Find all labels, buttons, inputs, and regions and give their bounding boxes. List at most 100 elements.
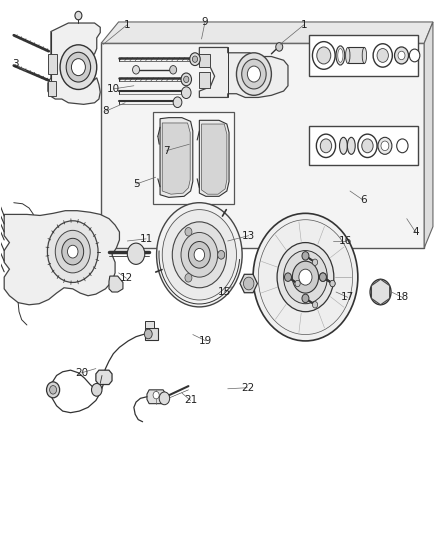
Circle shape — [312, 42, 335, 69]
Circle shape — [285, 273, 291, 281]
Bar — [308, 126, 418, 165]
Circle shape — [185, 273, 192, 282]
Circle shape — [159, 392, 170, 405]
Text: 13: 13 — [242, 231, 255, 241]
Text: 11: 11 — [139, 234, 153, 244]
Circle shape — [145, 329, 152, 339]
Circle shape — [156, 203, 242, 307]
Circle shape — [330, 280, 335, 287]
Circle shape — [395, 47, 409, 64]
Text: 8: 8 — [102, 106, 109, 116]
Circle shape — [190, 53, 200, 66]
Circle shape — [302, 294, 309, 303]
Circle shape — [127, 243, 145, 264]
Circle shape — [49, 385, 57, 394]
Circle shape — [398, 51, 405, 60]
Bar — [48, 82, 56, 96]
Circle shape — [319, 273, 326, 281]
Polygon shape — [101, 43, 424, 248]
Circle shape — [316, 134, 336, 158]
Ellipse shape — [338, 49, 343, 62]
Circle shape — [181, 232, 218, 277]
Circle shape — [258, 220, 353, 335]
Circle shape — [66, 52, 91, 82]
Text: 18: 18 — [396, 292, 409, 302]
Circle shape — [373, 44, 392, 67]
Circle shape — [312, 302, 318, 308]
Circle shape — [242, 59, 266, 89]
Text: 17: 17 — [341, 292, 354, 302]
Circle shape — [218, 251, 225, 259]
Circle shape — [194, 248, 205, 261]
Polygon shape — [96, 370, 112, 384]
Circle shape — [276, 43, 283, 51]
Bar — [308, 35, 418, 76]
Circle shape — [153, 391, 159, 399]
Text: 10: 10 — [107, 84, 120, 94]
Polygon shape — [424, 22, 433, 248]
Circle shape — [330, 280, 335, 287]
Circle shape — [170, 66, 177, 74]
Circle shape — [374, 284, 388, 301]
Text: 9: 9 — [202, 17, 208, 27]
Polygon shape — [240, 274, 258, 293]
Circle shape — [184, 76, 189, 83]
Text: 1: 1 — [301, 20, 307, 30]
Circle shape — [358, 134, 377, 158]
Circle shape — [133, 66, 140, 74]
Circle shape — [162, 209, 237, 300]
Polygon shape — [160, 118, 193, 197]
Circle shape — [185, 228, 192, 236]
Circle shape — [370, 279, 391, 305]
Polygon shape — [147, 390, 166, 403]
Circle shape — [277, 243, 334, 312]
Circle shape — [319, 273, 326, 281]
Circle shape — [173, 97, 182, 108]
Text: 5: 5 — [133, 179, 139, 189]
Bar — [348, 47, 364, 63]
Polygon shape — [4, 211, 120, 305]
Circle shape — [46, 382, 60, 398]
Polygon shape — [199, 47, 288, 98]
Circle shape — [172, 222, 226, 288]
Text: 21: 21 — [184, 395, 197, 406]
Text: 20: 20 — [75, 368, 88, 378]
Text: 16: 16 — [339, 236, 352, 246]
Bar — [145, 321, 154, 328]
Circle shape — [62, 238, 84, 265]
Circle shape — [312, 259, 318, 265]
Bar — [199, 72, 210, 88]
Text: 15: 15 — [218, 287, 231, 297]
Circle shape — [71, 59, 85, 76]
Circle shape — [381, 141, 389, 151]
Circle shape — [218, 251, 225, 259]
Polygon shape — [109, 276, 123, 292]
Circle shape — [181, 73, 191, 86]
Polygon shape — [152, 112, 234, 204]
Circle shape — [410, 49, 420, 62]
Polygon shape — [101, 22, 433, 43]
Ellipse shape — [362, 47, 367, 63]
Circle shape — [378, 138, 392, 155]
Circle shape — [247, 66, 261, 82]
Ellipse shape — [347, 138, 355, 155]
Text: 7: 7 — [163, 146, 170, 156]
Ellipse shape — [346, 47, 350, 63]
Polygon shape — [201, 124, 227, 194]
Circle shape — [362, 139, 373, 153]
Circle shape — [181, 87, 191, 99]
Text: 6: 6 — [360, 195, 367, 205]
Circle shape — [377, 49, 389, 62]
Ellipse shape — [339, 138, 347, 155]
Circle shape — [292, 261, 318, 293]
Circle shape — [320, 139, 332, 153]
Text: 22: 22 — [241, 383, 254, 393]
Circle shape — [55, 230, 90, 273]
Circle shape — [60, 45, 97, 90]
Circle shape — [317, 47, 331, 64]
Circle shape — [192, 56, 198, 62]
Circle shape — [397, 139, 408, 153]
Circle shape — [47, 221, 98, 282]
Circle shape — [253, 213, 358, 341]
Bar — [199, 54, 210, 67]
